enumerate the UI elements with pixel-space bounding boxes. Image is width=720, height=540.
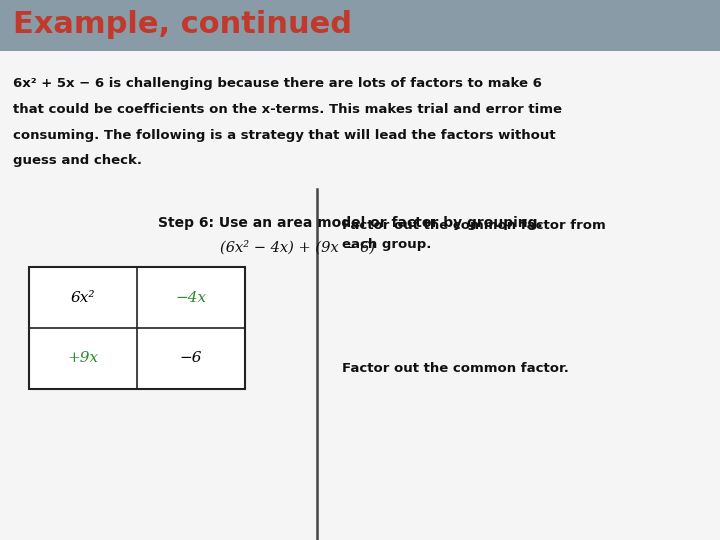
Text: Example, continued: Example, continued <box>13 10 352 39</box>
Bar <box>0 0 720 51</box>
Text: that could be coefficients on the x-terms. This makes trial and error time: that could be coefficients on the x-term… <box>13 103 562 116</box>
Text: consuming. The following is a strategy that will lead the factors without: consuming. The following is a strategy t… <box>13 129 556 141</box>
Text: guess and check.: guess and check. <box>13 154 142 167</box>
Text: (6x² − 4x) + (9x − 6): (6x² − 4x) + (9x − 6) <box>220 240 374 255</box>
Text: 6x² + 5x − 6 is challenging because there are lots of factors to make 6: 6x² + 5x − 6 is challenging because ther… <box>13 77 542 90</box>
Text: Factor out the common factor.: Factor out the common factor. <box>342 362 569 375</box>
Text: −4x: −4x <box>175 291 207 305</box>
Text: −6: −6 <box>179 352 202 366</box>
Text: Step 6: Use an area model or factor by grouping.: Step 6: Use an area model or factor by g… <box>158 216 543 230</box>
Text: 6x²: 6x² <box>71 291 95 305</box>
Bar <box>29 267 245 389</box>
Text: Factor out the common factor from
each group.: Factor out the common factor from each g… <box>342 219 606 251</box>
Text: +9x: +9x <box>67 352 99 366</box>
